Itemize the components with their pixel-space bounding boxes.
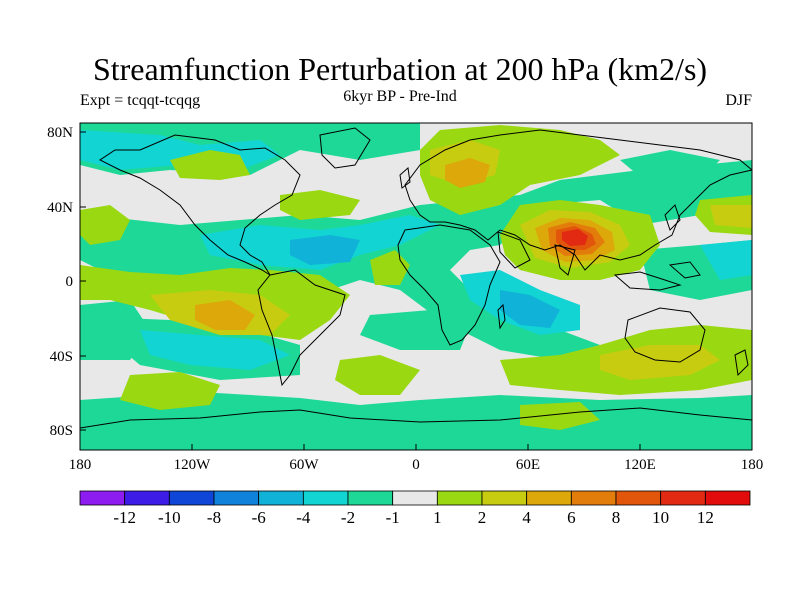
lon-tick-label: 180 xyxy=(741,457,764,473)
colorbar-label: 12 xyxy=(697,508,714,527)
colorbar-swatch xyxy=(392,490,438,506)
colorbar-swatch xyxy=(615,490,662,506)
lon-axis xyxy=(79,444,753,450)
contour-field xyxy=(80,123,752,450)
season-label: DJF xyxy=(725,92,752,109)
colorbar xyxy=(79,490,751,506)
lat-tick-label: 80S xyxy=(50,423,73,439)
period-label: 6kyr BP - Pre-Ind xyxy=(343,88,457,105)
contour-pos1-band xyxy=(170,150,250,180)
colorbar-swatch xyxy=(124,490,170,506)
colorbar-label: -10 xyxy=(158,508,181,527)
colorbar-swatch xyxy=(213,490,260,506)
colorbar-label: 1 xyxy=(433,508,442,527)
contour-pos2-band xyxy=(600,345,720,380)
lat-axis xyxy=(80,131,86,431)
colorbar-label: -8 xyxy=(207,508,221,527)
colorbar-label: 4 xyxy=(522,508,531,527)
colorbar-swatch xyxy=(168,490,215,506)
contour-neg2-band xyxy=(140,330,290,370)
contour-pos1-band xyxy=(120,372,220,410)
experiment-label: Expt = tcqqt-tcqqg xyxy=(80,92,201,109)
colorbar-swatch xyxy=(258,490,304,506)
colorbar-label: -1 xyxy=(386,508,400,527)
colorbar-labels: -12 -10 -8 -6 -4 -2 -1 1 2 4 6 8 10 12 xyxy=(113,508,714,527)
contour-neg1-band xyxy=(360,310,470,350)
colorbar-label: 2 xyxy=(478,508,487,527)
colorbar-label: -2 xyxy=(341,508,355,527)
coastlines xyxy=(80,127,752,429)
colorbar-swatch xyxy=(481,490,528,506)
plot-title: Streamfunction Perturbation at 200 hPa (… xyxy=(92,51,708,87)
colorbar-label: 8 xyxy=(612,508,621,527)
contour-pos1-band xyxy=(80,205,130,245)
lon-tick-label: 180 xyxy=(69,457,92,473)
contour-neg4-band xyxy=(290,235,360,265)
lon-tick-label: 120W xyxy=(174,457,212,473)
colorbar-swatch xyxy=(436,490,483,506)
colorbar-swatch xyxy=(660,490,706,506)
colorbar-label: 10 xyxy=(652,508,669,527)
colorbar-swatch xyxy=(704,490,751,506)
contour-pos1-band xyxy=(280,190,360,220)
lat-tick-label: 40N xyxy=(47,200,73,216)
lon-tick-label: 60E xyxy=(516,457,540,473)
contour-neg4-band xyxy=(500,290,560,328)
colorbar-label: -12 xyxy=(113,508,136,527)
contour-neg2-band xyxy=(700,240,752,280)
colorbar-swatch xyxy=(79,490,126,506)
lat-labels: 80N 40N 0 40S 80S xyxy=(47,125,73,439)
contour-pos4-band xyxy=(445,158,490,188)
lon-tick-label: 120E xyxy=(624,457,656,473)
contour-pos1-band xyxy=(520,402,600,430)
lon-tick-label: 0 xyxy=(412,457,420,473)
colorbar-label: 6 xyxy=(567,508,576,527)
colorbar-swatch xyxy=(347,490,394,506)
contour-pos2-band xyxy=(710,205,752,228)
contour-neg1-band xyxy=(80,160,752,360)
lat-tick-label: 0 xyxy=(66,274,74,290)
contour-pos4-band xyxy=(195,300,255,330)
colorbar-label: -6 xyxy=(252,508,266,527)
contour-pos1-band xyxy=(335,355,420,395)
lat-tick-label: 80N xyxy=(47,125,73,141)
contour-pos10-band xyxy=(562,229,588,246)
colorbar-swatch xyxy=(570,490,617,506)
contour-neg1-band xyxy=(620,150,720,185)
lon-tick-label: 60W xyxy=(289,457,319,473)
colorbar-swatch xyxy=(302,490,349,506)
lon-labels: 180 120W 60W 0 60E 120E 180 xyxy=(69,457,764,473)
lat-tick-label: 40S xyxy=(50,349,73,365)
colorbar-label: -4 xyxy=(296,508,311,527)
colorbar-swatch xyxy=(526,490,572,506)
